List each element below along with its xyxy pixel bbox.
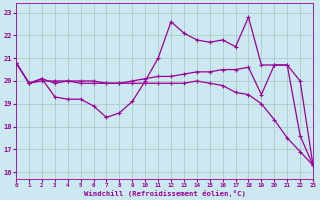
X-axis label: Windchill (Refroidissement éolien,°C): Windchill (Refroidissement éolien,°C) (84, 190, 245, 197)
